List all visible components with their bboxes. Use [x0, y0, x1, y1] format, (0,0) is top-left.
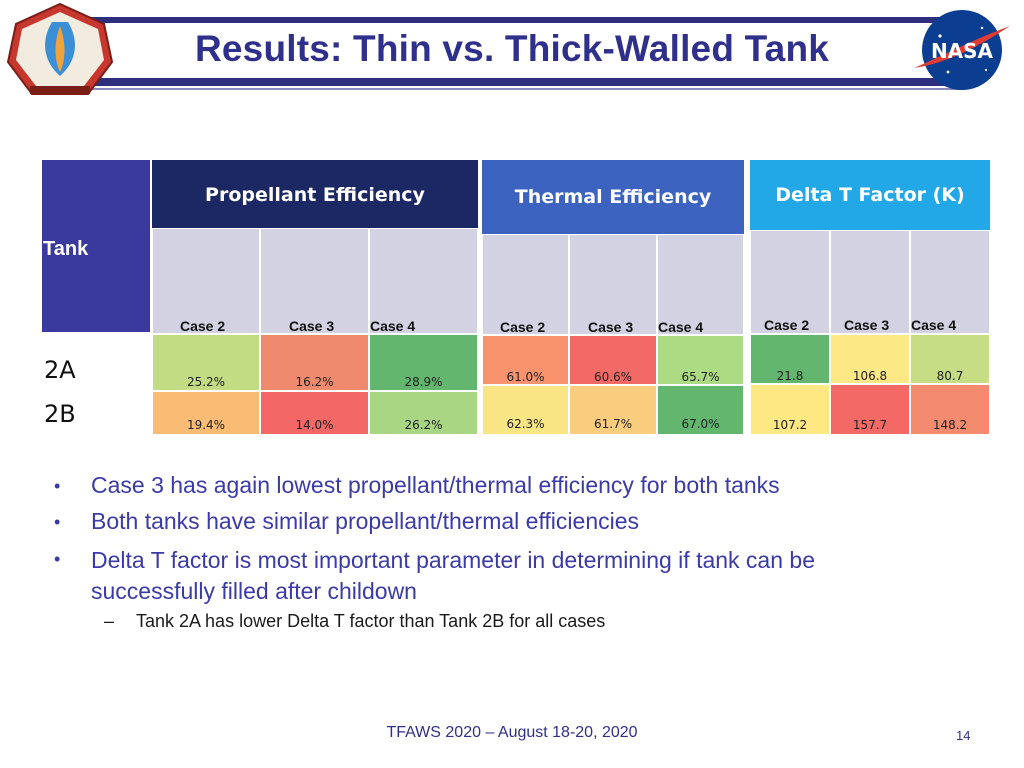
delta-2a-case4: 80.7	[910, 334, 990, 384]
thermal-case2-label: Case 2	[500, 319, 546, 335]
page-number: 14	[956, 728, 971, 743]
bullet-1: Case 3 has again lowest propellant/therm…	[91, 472, 780, 498]
nasa-logo: NASA	[912, 6, 1012, 92]
thermal-case4-header-cell	[657, 234, 744, 335]
thermal-2b-case4: 67.0%	[657, 385, 744, 435]
propellant-case2-header-cell	[152, 228, 260, 334]
page-title: Results: Thin vs. Thick-Walled Tank	[194, 28, 830, 69]
thermal-case4-label: Case 4	[658, 319, 704, 335]
header-top-rule	[60, 17, 960, 23]
row-label-2b: 2B	[44, 400, 76, 428]
propellant-efficiency-header: Propellant Efficiency	[152, 160, 478, 228]
delta-2b-case3: 157.7	[830, 384, 910, 435]
thermal-2a-case2: 61.0%	[482, 335, 569, 385]
thermal-case3-label: Case 3	[588, 319, 634, 335]
thermal-case3-header-cell	[569, 234, 657, 335]
bullet-3: Delta T factor is most important paramet…	[91, 547, 815, 604]
thermal-efficiency-header: Thermal Efficiency	[482, 160, 744, 234]
delta-2b-case2: 107.2	[750, 384, 830, 435]
delta-case4-label: Case 4	[911, 317, 957, 333]
tfaws-logo	[4, 2, 116, 100]
delta-2a-case3: 106.8	[830, 334, 910, 384]
delta-case3-label: Case 3	[844, 317, 890, 333]
thermal-2b-case3: 61.7%	[569, 385, 657, 435]
propellant-2b-case2: 19.4%	[152, 391, 260, 435]
delta-case4-header-cell	[910, 230, 990, 334]
propellant-case4-label: Case 4	[370, 318, 416, 334]
header-bottom-rule-thin	[60, 88, 960, 90]
delta-case3-header-cell	[830, 230, 910, 334]
propellant-2b-case4: 26.2%	[369, 391, 478, 435]
propellant-case3-label: Case 3	[289, 318, 335, 334]
delta-t-factor-header: Delta T Factor (K)	[750, 160, 990, 230]
delta-2b-case4: 148.2	[910, 384, 990, 435]
bullet-marker-1: •	[54, 476, 61, 496]
footer-text: TFAWS 2020 – August 18-20, 2020	[386, 724, 638, 741]
header-bottom-rule	[60, 78, 960, 86]
delta-case2-header-cell	[750, 230, 830, 334]
thermal-case2-header-cell	[482, 234, 569, 335]
tank-label: Tank	[43, 238, 89, 260]
delta-case2-label: Case 2	[764, 317, 810, 333]
delta-2a-case2: 21.8	[750, 334, 830, 384]
propellant-case4-header-cell	[369, 228, 478, 334]
propellant-2a-case2: 25.2%	[152, 334, 260, 391]
thermal-2b-case2: 62.3%	[482, 385, 569, 435]
bullet-2: Both tanks have similar propellant/therm…	[91, 508, 640, 534]
bullet-marker-3: •	[54, 549, 61, 569]
bullet-marker-2: •	[54, 512, 61, 532]
sub-bullet-marker: –	[104, 611, 115, 631]
propellant-2a-case4: 28.9%	[369, 334, 478, 391]
row-label-2a: 2A	[44, 356, 76, 384]
propellant-2b-case3: 14.0%	[260, 391, 369, 435]
svg-text:NASA: NASA	[931, 39, 994, 63]
thermal-2a-case3: 60.6%	[569, 335, 657, 385]
propellant-case2-label: Case 2	[180, 318, 226, 334]
thermal-2a-case4: 65.7%	[657, 335, 744, 385]
tank-header-cell	[42, 160, 150, 332]
propellant-case3-header-cell	[260, 228, 369, 334]
propellant-2a-case3: 16.2%	[260, 334, 369, 391]
sub-bullet-1: Tank 2A has lower Delta T factor than Ta…	[136, 611, 606, 631]
